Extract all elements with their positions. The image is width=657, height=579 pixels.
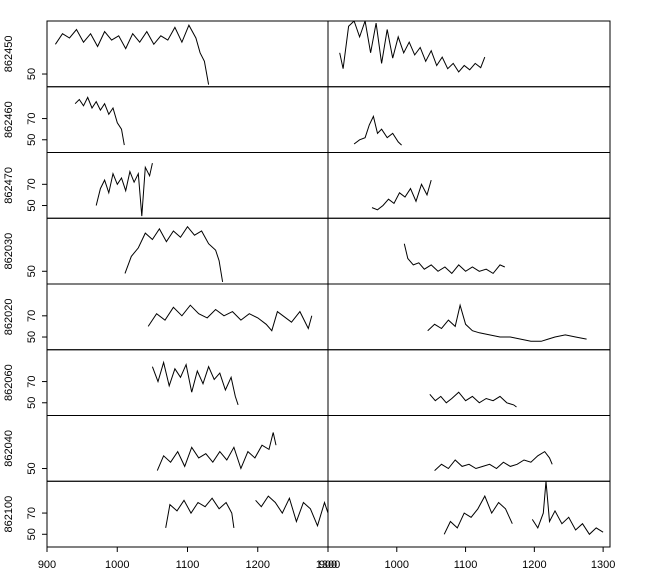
y-tick-label: 50 bbox=[26, 68, 38, 80]
panel-plot bbox=[156, 432, 277, 471]
data-line bbox=[156, 432, 277, 471]
y-tick-label: 50 bbox=[26, 528, 38, 540]
panel-plot bbox=[147, 304, 313, 332]
y-tick-label: 70 bbox=[26, 178, 38, 190]
data-line bbox=[339, 21, 486, 73]
panel-plot bbox=[427, 303, 587, 342]
data-line bbox=[434, 450, 553, 471]
panel-plot bbox=[151, 360, 239, 406]
panel-plot bbox=[124, 225, 224, 282]
x-tick-label: 1200 bbox=[246, 559, 270, 571]
y-tick-label: 50 bbox=[26, 199, 38, 211]
x-tick-label: 1100 bbox=[454, 559, 478, 571]
panel-plot bbox=[54, 24, 210, 85]
data-line bbox=[95, 162, 153, 217]
panel-frame bbox=[327, 480, 611, 548]
y-axis-label: 862020 bbox=[3, 299, 15, 336]
y-tick-label: 50 bbox=[26, 134, 38, 146]
panel-plot bbox=[443, 481, 604, 536]
data-line bbox=[353, 114, 402, 146]
data-line bbox=[151, 360, 239, 406]
data-line bbox=[429, 391, 517, 408]
x-tick-label: 1100 bbox=[176, 559, 200, 571]
data-line bbox=[403, 243, 506, 275]
x-tick-label: 1200 bbox=[522, 559, 546, 571]
data-line bbox=[54, 24, 210, 85]
y-axis-label: 862450 bbox=[3, 36, 15, 73]
y-tick-label: 70 bbox=[26, 310, 38, 322]
panel-plot bbox=[371, 179, 432, 211]
data-line bbox=[124, 225, 224, 282]
data-line bbox=[74, 96, 125, 146]
y-axis-label: 862100 bbox=[3, 496, 15, 533]
data-line bbox=[371, 179, 432, 211]
data-line bbox=[147, 304, 313, 332]
panel-plot bbox=[74, 96, 125, 146]
panel-plot bbox=[429, 391, 517, 408]
y-tick-label: 50 bbox=[26, 331, 38, 343]
x-tick-label: 1300 bbox=[591, 559, 615, 571]
y-tick-label: 50 bbox=[26, 462, 38, 474]
y-tick-label: 70 bbox=[26, 507, 38, 519]
y-tick-label: 70 bbox=[26, 375, 38, 387]
x-tick-label: 900 bbox=[38, 559, 56, 571]
panel-plot bbox=[353, 114, 402, 146]
panel-plot bbox=[403, 243, 506, 275]
x-tick-label: 1300 bbox=[316, 559, 340, 571]
y-tick-label: 50 bbox=[26, 265, 38, 277]
panel-plot bbox=[434, 450, 553, 471]
y-axis-label: 862460 bbox=[3, 101, 15, 138]
data-line bbox=[443, 481, 604, 536]
panel-plot bbox=[165, 495, 328, 528]
y-tick-label: 70 bbox=[26, 112, 38, 124]
x-tick-label: 1000 bbox=[105, 559, 129, 571]
data-line bbox=[165, 495, 328, 528]
x-tick-label: 1000 bbox=[385, 559, 409, 571]
y-axis-label: 862030 bbox=[3, 233, 15, 270]
panel-plot bbox=[95, 162, 153, 217]
y-axis-label: 862040 bbox=[3, 430, 15, 467]
y-axis-label: 862470 bbox=[3, 167, 15, 204]
y-tick-label: 50 bbox=[26, 397, 38, 409]
y-axis-label: 862060 bbox=[3, 364, 15, 401]
panel-plot bbox=[339, 21, 486, 73]
x-tick-label: 900 bbox=[319, 559, 337, 571]
data-line bbox=[427, 303, 587, 342]
